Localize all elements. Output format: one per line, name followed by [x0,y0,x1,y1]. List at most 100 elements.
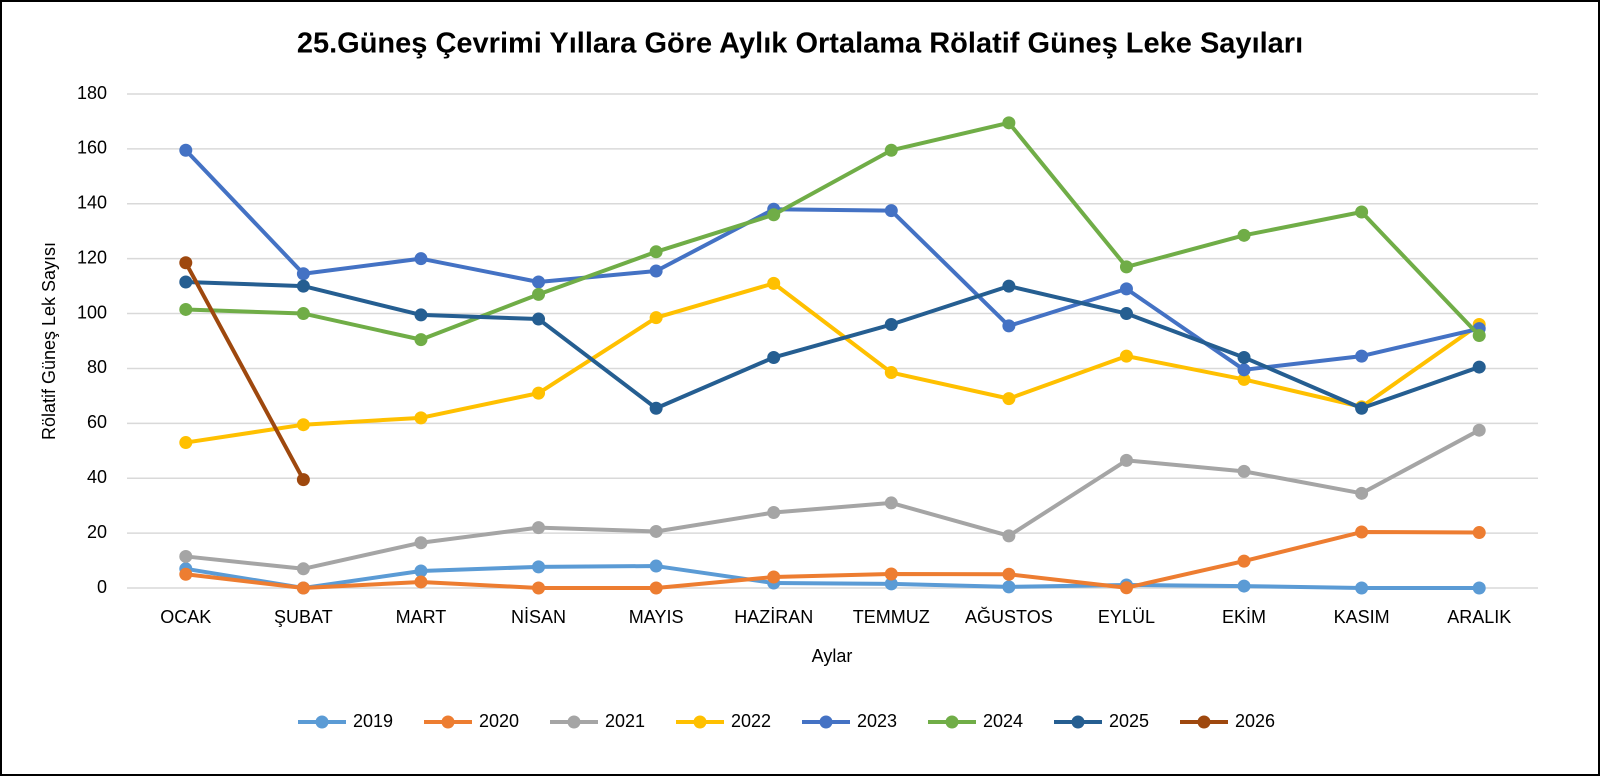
data-point [1002,529,1016,543]
data-point [1237,372,1251,386]
legend-label: 2020 [479,711,519,731]
data-point [884,366,898,380]
legend-label: 2022 [731,711,771,731]
data-point [532,386,546,400]
data-point [532,275,546,289]
data-point [532,287,546,301]
legend-label: 2021 [605,711,645,731]
data-point [179,275,193,289]
data-point [1237,228,1251,242]
x-tick-label: MAYIS [629,607,684,627]
y-tick-label: 180 [77,83,107,103]
data-point [1002,580,1016,594]
y-tick-label: 120 [77,247,107,267]
data-point [1355,581,1369,595]
x-tick-label: AĞUSTOS [965,606,1053,627]
data-point [414,333,428,347]
legend-label: 2025 [1109,711,1149,731]
data-point [414,411,428,425]
data-point [532,581,546,595]
data-point [1355,349,1369,363]
x-tick-label: KASIM [1334,607,1390,627]
data-point [1472,360,1486,374]
y-tick-label: 40 [87,467,107,487]
x-tick-label: TEMMUZ [853,607,930,627]
data-point [1119,307,1133,321]
data-point [1002,116,1016,130]
data-point [414,252,428,266]
data-point [1119,260,1133,274]
data-point [767,506,781,520]
legend-marker [945,715,959,729]
data-point [649,524,663,538]
data-point [296,562,310,576]
data-point [179,143,193,157]
legend-label: 2024 [983,711,1023,731]
y-tick-label: 20 [87,522,107,542]
data-point [179,256,193,270]
data-point [1002,567,1016,581]
data-point [1355,486,1369,500]
x-tick-label: EKİM [1222,607,1266,627]
series-line [184,261,306,481]
data-point [884,143,898,157]
series-line [185,279,1480,411]
legend-marker [819,715,833,729]
series-line [185,428,1481,571]
legend-marker [1071,715,1085,729]
data-point [179,567,193,581]
data-point [414,308,428,322]
x-tick-label: NİSAN [511,607,566,627]
data-point [1119,453,1133,467]
x-tick-label: ARALIK [1447,607,1511,627]
data-point [179,549,193,563]
data-point [649,245,663,259]
data-point [1355,205,1369,219]
data-point [1237,350,1251,364]
data-point [884,567,898,581]
data-point [649,401,663,415]
y-tick-label: 0 [97,577,107,597]
data-point [1119,349,1133,363]
data-point [767,208,781,222]
series-line [185,120,1481,342]
x-tick-label: EYLÜL [1098,607,1155,627]
data-point [649,311,663,325]
data-point [767,276,781,290]
data-point [296,473,310,487]
data-point [884,577,898,591]
data-point [1355,525,1369,539]
data-point [532,560,546,574]
data-point [1237,554,1251,568]
data-point [1472,581,1486,595]
x-tick-label: OCAK [160,607,211,627]
data-point [179,436,193,450]
data-point [649,581,663,595]
legend-marker [1197,715,1211,729]
series-line [185,530,1480,590]
data-point [532,521,546,535]
data-point [649,559,663,573]
legend-marker [567,715,581,729]
y-tick-label: 60 [87,412,107,432]
data-point [296,307,310,321]
data-point [414,564,428,578]
data-point [884,496,898,510]
data-point [649,264,663,278]
data-point [767,570,781,584]
data-point [1119,581,1133,595]
data-point [1002,279,1016,293]
data-point [414,575,428,589]
legend-label: 2023 [857,711,897,731]
legend-label: 2019 [353,711,393,731]
chart-title: 25.Güneş Çevrimi Yıllara Göre Aylık Orta… [297,28,1303,60]
y-tick-label: 160 [77,138,107,158]
data-point [1002,392,1016,406]
data-point [296,279,310,293]
data-point [532,312,546,326]
y-tick-label: 140 [77,193,107,213]
legend-marker [693,715,707,729]
x-tick-label: ŞUBAT [274,607,333,627]
